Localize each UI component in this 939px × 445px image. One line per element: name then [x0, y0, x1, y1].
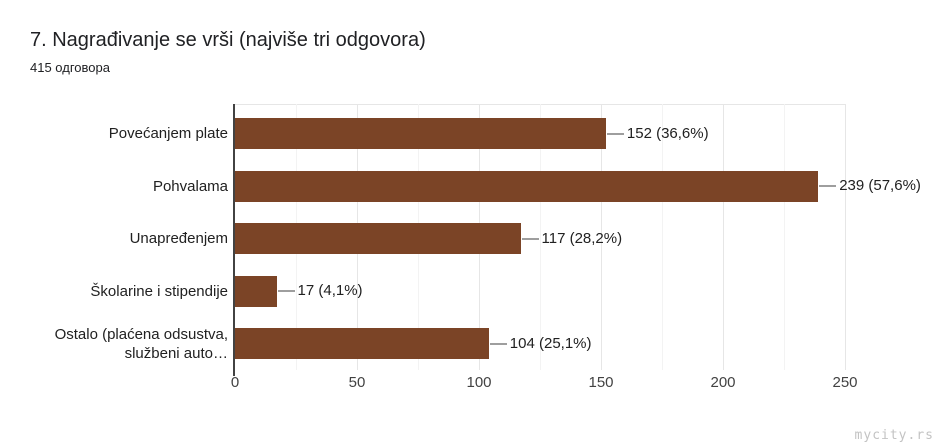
- bar[interactable]: [235, 118, 606, 150]
- gridline-major: [601, 104, 602, 370]
- leader-line: [521, 237, 539, 240]
- category-label: Povećanjem plate: [108, 125, 228, 143]
- bar[interactable]: [235, 223, 521, 255]
- leader-line: [606, 132, 624, 135]
- x-axis-label: 50: [348, 374, 366, 391]
- value-label: 152 (36,6%): [626, 124, 709, 142]
- category-label: Ostalo (plaćena odsustva, službeni auto…: [54, 325, 228, 362]
- leader-line: [277, 290, 295, 293]
- leader-line: [819, 185, 837, 188]
- x-axis-label: 250: [832, 374, 858, 391]
- category-label: Pohvalama: [152, 177, 228, 195]
- bar[interactable]: [235, 170, 819, 202]
- leader-line: [489, 342, 507, 345]
- y-axis-line: [233, 104, 235, 376]
- bar[interactable]: [235, 328, 489, 360]
- bar[interactable]: [235, 275, 277, 307]
- x-axis-label: 150: [588, 374, 614, 391]
- x-axis-label: 100: [466, 374, 492, 391]
- question-title: 7. Nagrađivanje se vrši (najviše tri odg…: [30, 29, 426, 51]
- category-label: Školarine i stipendije: [90, 282, 228, 300]
- category-label: Unapređenjem: [129, 230, 228, 248]
- watermark: mycity.rs: [854, 428, 934, 443]
- gridline-major: [845, 104, 846, 370]
- gridline-minor: [662, 104, 663, 370]
- value-label: 17 (4,1%): [297, 282, 363, 300]
- x-axis-label: 200: [710, 374, 736, 391]
- gridline-minor: [540, 104, 541, 370]
- value-label: 239 (57,6%): [839, 177, 921, 195]
- gridline-major: [723, 104, 724, 370]
- response-count: 415 одговора: [30, 60, 110, 75]
- x-axis-label: 0: [230, 374, 240, 391]
- gridline-minor: [784, 104, 785, 370]
- value-label: 117 (28,2%): [541, 229, 623, 247]
- value-label: 104 (25,1%): [509, 334, 592, 352]
